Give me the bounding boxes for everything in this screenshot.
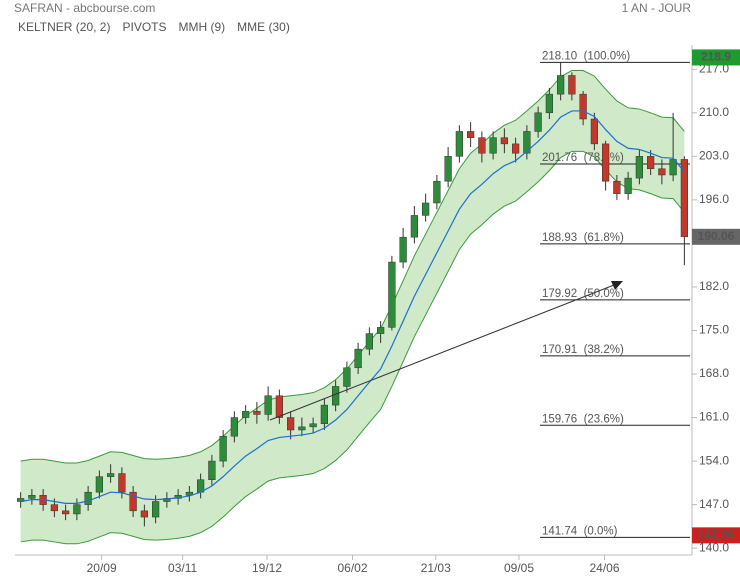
candle-body <box>467 131 475 138</box>
mme-line <box>20 110 685 504</box>
candle-body <box>680 159 688 238</box>
candle-body <box>50 504 58 512</box>
y-tick-label: 161.0 <box>699 410 729 424</box>
x-tick-label: 06/02 <box>337 561 367 575</box>
candle-body <box>613 180 621 194</box>
candle-body <box>332 386 340 406</box>
candle-body <box>489 137 497 154</box>
price-tag-label: 142.06 <box>698 528 735 542</box>
keltner-fill <box>20 70 685 544</box>
candle-body <box>365 333 373 350</box>
y-tick-label: 140.0 <box>699 540 729 554</box>
candle-body <box>433 180 441 204</box>
candle-body <box>219 435 227 462</box>
y-tick-label: 147.0 <box>699 497 729 511</box>
candle-body <box>624 177 632 194</box>
candle-body <box>62 510 70 515</box>
candle-body <box>478 137 486 154</box>
candle-body <box>590 118 598 145</box>
candle-body <box>253 411 261 415</box>
x-tick-label: 20/09 <box>87 561 117 575</box>
fib-label: 159.76 (23.6%) <box>542 413 624 425</box>
candle-body <box>354 348 362 369</box>
candle-body <box>275 395 283 418</box>
x-tick-label: 21/03 <box>421 561 451 575</box>
price-tag <box>692 228 740 245</box>
candle-body <box>73 504 81 515</box>
candle-body <box>422 202 430 216</box>
y-tick-label: 175.0 <box>699 323 729 337</box>
candle-body <box>287 417 295 431</box>
candle-body <box>669 159 677 176</box>
chart-title: SAFRAN - abcbourse.com <box>14 1 155 15</box>
candle-body <box>208 460 216 480</box>
price-tag-label: 218.9 <box>701 50 731 64</box>
y-tick-label: 182.0 <box>699 279 729 293</box>
candle-body <box>455 131 463 157</box>
x-tick-label: 09/05 <box>504 561 534 575</box>
candle-body <box>230 417 238 437</box>
y-tick-label: 196.0 <box>699 192 729 206</box>
candle-body <box>512 143 520 154</box>
x-tick-label: 19/12 <box>252 561 282 575</box>
candle-body <box>534 112 542 132</box>
candle-body <box>343 367 351 387</box>
fib-label: 188.93 (61.8%) <box>542 232 624 244</box>
candle-body <box>309 423 317 428</box>
candle-body <box>557 75 565 95</box>
x-tick-label: 03/11 <box>168 561 197 575</box>
fib-label: 170.91 (38.2%) <box>542 344 624 356</box>
candle-body <box>28 495 36 499</box>
fib-label: 179.92 (50.0%) <box>542 288 624 300</box>
candle-body <box>579 93 587 120</box>
y-tick-label: 210.0 <box>699 105 729 119</box>
fib-label: 201.76 (78.6%) <box>542 152 624 164</box>
candle-body <box>298 426 306 431</box>
candle-body <box>163 498 171 502</box>
y-tick-label: 154.0 <box>699 453 729 467</box>
candle-body <box>242 411 250 418</box>
legend-entry: KELTNER (20, 2) <box>18 20 110 34</box>
price-tag <box>692 49 740 66</box>
candle-body <box>399 236 407 263</box>
fib-label: 218.10 (100.0%) <box>542 50 630 62</box>
candle-body <box>647 156 655 170</box>
fib-label: 141.74 (0.0%) <box>542 525 618 537</box>
candle-body <box>568 75 576 95</box>
candle-body <box>410 215 418 238</box>
candle-body <box>129 491 137 512</box>
price-tag-label: 190.06 <box>698 229 735 243</box>
candle-body <box>107 473 115 477</box>
candle-body <box>545 93 553 114</box>
candle-body <box>635 156 643 179</box>
candle-body <box>264 395 272 415</box>
candle-body <box>84 491 92 505</box>
candle-body <box>658 168 666 176</box>
candle-body <box>152 501 160 518</box>
legend-entry: MMH (9) <box>179 20 226 34</box>
y-tick-label: 168.0 <box>699 366 729 380</box>
arrow-head <box>611 281 623 290</box>
x-tick-label: 24/06 <box>589 561 619 575</box>
candle-body <box>388 261 396 328</box>
candle-body <box>444 156 452 182</box>
candle-body <box>320 404 328 425</box>
candle-body <box>118 473 126 493</box>
candle-body <box>377 327 385 334</box>
candle-body <box>140 510 148 518</box>
candle-body <box>602 143 610 182</box>
y-tick-label: 203.0 <box>699 149 729 163</box>
trend-line <box>269 284 615 421</box>
legend-entry: PIVOTS <box>122 20 166 34</box>
candle-body <box>95 476 103 493</box>
keltner-lower <box>20 150 685 545</box>
price-tag <box>692 527 740 544</box>
period: 1 AN - JOUR <box>622 1 692 15</box>
keltner-upper <box>20 70 685 464</box>
candle-body <box>500 137 508 145</box>
legend-entry: MME (30) <box>237 20 290 34</box>
candle-body <box>523 131 531 154</box>
